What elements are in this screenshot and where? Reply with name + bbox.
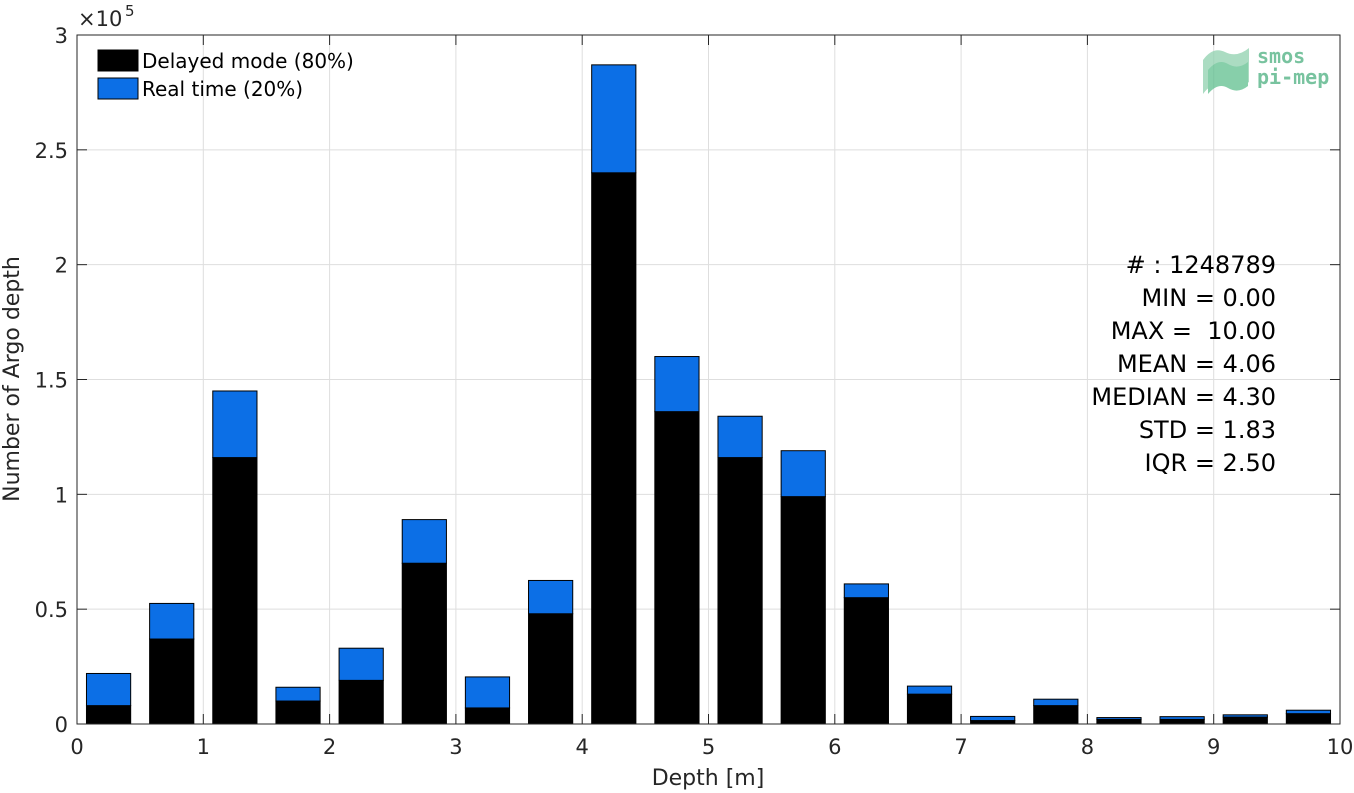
legend-label-delayed-mode: Delayed mode (80%) [142, 49, 354, 73]
bar-real-time [85, 672, 132, 707]
y-tick-label: 1 [55, 483, 68, 507]
grid-lines [77, 35, 1340, 724]
bar-delayed-mode [591, 172, 637, 725]
bar-delayed-mode [1222, 716, 1268, 725]
bar-real-time [1096, 717, 1142, 720]
x-tick-label: 1 [197, 735, 210, 759]
x-tick-label: 4 [576, 735, 589, 759]
bar-real-time [1285, 709, 1332, 715]
bar-delayed-mode [970, 720, 1016, 725]
bar-real-time [1222, 714, 1268, 718]
bar-real-time [212, 390, 258, 459]
stat-median: MEDIAN = 4.30 [1091, 383, 1276, 411]
bar-delayed-mode [780, 496, 826, 725]
x-axis-label: Depth [m] [652, 766, 765, 791]
legend-swatch-real-time [97, 77, 139, 100]
legend: Delayed mode (80%) Real time (20%) [97, 49, 354, 101]
bar-delayed-mode [212, 457, 258, 725]
bar-real-time [149, 602, 195, 640]
bar-real-time [401, 519, 447, 564]
legend-label-real-time: Real time (20%) [142, 77, 303, 101]
bar-real-time [970, 715, 1016, 722]
bar-real-time [780, 450, 826, 498]
bars [85, 64, 1332, 725]
bar-delayed-mode [1033, 705, 1079, 725]
bar-real-time [654, 356, 700, 413]
y-axis-label: Number of Argo depth [0, 256, 25, 502]
stat-mean: MEAN = 4.06 [1117, 350, 1276, 378]
x-tick-label: 8 [1081, 735, 1094, 759]
bar-real-time [464, 676, 511, 709]
stat-std: STD = 1.83 [1139, 416, 1276, 444]
y-exponent-prefix: ×10 [78, 7, 122, 31]
x-tick-label: 0 [70, 735, 83, 759]
x-tick-labels: 0 1 2 3 4 5 6 7 8 9 10 [70, 735, 1353, 759]
bar-delayed-mode [85, 705, 132, 725]
statistics-box: # : 1248789 MIN = 0.00 MAX = 10.00 MEAN … [1091, 251, 1276, 477]
bar-delayed-mode [906, 693, 953, 725]
x-tick-label: 9 [1207, 735, 1220, 759]
y-tick-label: 2 [55, 254, 68, 278]
bar-delayed-mode [1285, 713, 1332, 725]
x-tick-label: 3 [449, 735, 462, 759]
bar-delayed-mode [717, 457, 763, 725]
y-tick-label: 0.5 [35, 598, 68, 622]
smos-pi-mep-logo: smos pi-mep [1203, 44, 1329, 94]
bar-delayed-mode [338, 679, 384, 725]
x-tick-label: 7 [954, 735, 967, 759]
bar-real-time [1159, 716, 1205, 720]
x-tick-label: 2 [323, 735, 336, 759]
bar-delayed-mode [528, 613, 574, 725]
bar-delayed-mode [1159, 718, 1205, 725]
axis-ticks [76, 34, 1341, 725]
bar-delayed-mode [401, 562, 447, 725]
x-tick-label: 5 [702, 735, 715, 759]
stat-min: MIN = 0.00 [1141, 284, 1276, 312]
y-tick-labels: 0 0.5 1 1.5 2 2.5 3 [35, 24, 68, 737]
logo-text-smos: smos [1257, 44, 1305, 68]
bar-delayed-mode [843, 597, 889, 725]
bar-real-time [338, 647, 384, 681]
bar-delayed-mode [1096, 718, 1142, 725]
bar-delayed-mode [654, 411, 700, 725]
bar-real-time [275, 686, 321, 702]
y-tick-label: 0 [55, 713, 68, 737]
bar-real-time [528, 579, 574, 615]
y-tick-label: 3 [55, 24, 68, 48]
logo-text-pi-mep: pi-mep [1257, 65, 1329, 89]
stat-count: # : 1248789 [1126, 251, 1276, 279]
y-tick-label: 1.5 [35, 369, 68, 393]
bar-delayed-mode [464, 707, 511, 725]
bar-real-time [591, 64, 637, 174]
bar-delayed-mode [149, 638, 195, 725]
bar-delayed-mode [275, 700, 321, 725]
bar-real-time [906, 685, 953, 695]
bar-real-time [717, 415, 763, 459]
stat-max: MAX = 10.00 [1111, 317, 1276, 345]
bar-real-time [843, 583, 889, 599]
bar-real-time [1033, 698, 1079, 707]
x-tick-label: 10 [1327, 735, 1354, 759]
y-exponent-power: 5 [125, 2, 135, 20]
y-tick-label: 2.5 [35, 139, 68, 163]
legend-swatch-delayed-mode [97, 49, 139, 72]
logo-wave-icon-front [1208, 62, 1248, 94]
stat-iqr: IQR = 2.50 [1145, 449, 1276, 477]
x-tick-label: 6 [828, 735, 841, 759]
